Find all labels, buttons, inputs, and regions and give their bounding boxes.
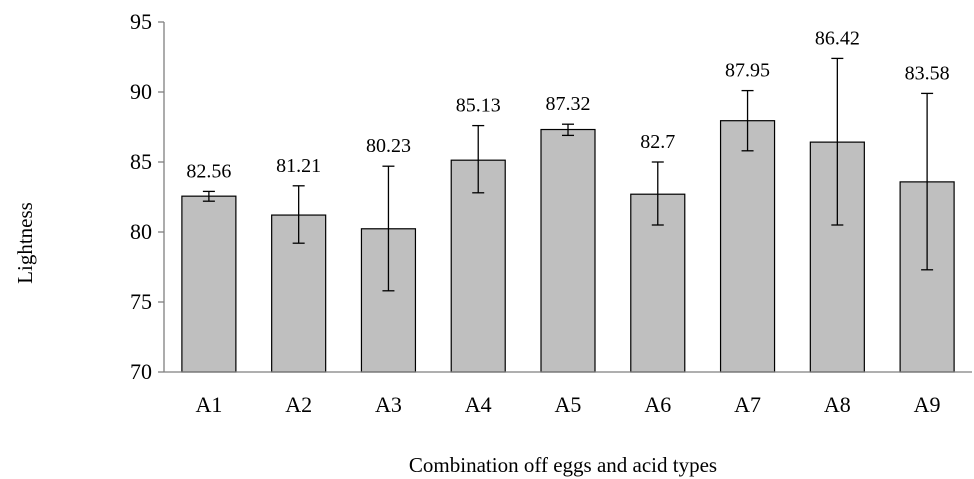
x-axis-title: Combination off eggs and acid types [409, 453, 717, 477]
data-label-a5: 87.32 [546, 93, 591, 115]
error-bar-a7 [741, 89, 754, 152]
error-bar-a8 [831, 57, 844, 226]
y-tick-label: 75 [130, 289, 152, 314]
data-label-a1: 82.56 [186, 160, 231, 182]
error-bar-a1 [202, 190, 215, 202]
error-bar-a4 [472, 124, 485, 194]
error-bar-a9 [921, 92, 934, 271]
x-tick-label-a1: A1 [195, 392, 222, 417]
y-tick-label: 70 [130, 359, 152, 384]
error-bar-a3 [382, 165, 395, 292]
data-label-a4: 85.13 [456, 95, 501, 117]
y-tick-label: 90 [130, 79, 152, 104]
data-label-a8: 86.42 [815, 27, 860, 49]
x-tick-label-a9: A9 [914, 392, 941, 417]
data-label-a2: 81.21 [276, 155, 321, 177]
y-axis-title: Lightness [13, 202, 37, 284]
x-tick-label-a8: A8 [824, 392, 851, 417]
error-bars [202, 57, 934, 292]
data-label-a7: 87.95 [725, 60, 770, 82]
x-tick-label-a7: A7 [734, 392, 761, 417]
data-labels: 82.56 81.21 80.23 85.13 87.32 82.7 87.95 86.42 8… [186, 27, 949, 182]
bar-a7 [719, 120, 776, 373]
x-tick-label-a3: A3 [375, 392, 402, 417]
y-tick-label: 85 [130, 149, 152, 174]
data-label-a9: 83.58 [905, 62, 950, 84]
x-tick-label-a5: A5 [555, 392, 582, 417]
x-tick-label-a6: A6 [644, 392, 671, 417]
y-tick-label: 80 [130, 219, 152, 244]
x-tick-label-a2: A2 [285, 392, 312, 417]
error-bar-a5 [562, 123, 574, 137]
x-tick-label-a4: A4 [465, 392, 492, 417]
y-tick-label: 95 [130, 9, 152, 34]
bar-a5 [540, 128, 596, 373]
error-bar-a2 [292, 185, 305, 244]
error-bar-a6 [651, 161, 664, 226]
data-label-a6: 82.7 [640, 131, 675, 153]
bar-a1 [181, 195, 237, 373]
data-label-a3: 80.23 [366, 135, 411, 157]
x-axis-category-labels: A1 A2 A3 A4 A5 A6 A7 A8 A9 [195, 392, 940, 417]
y-axis-ticks: 70 75 80 85 90 95 [130, 9, 164, 384]
